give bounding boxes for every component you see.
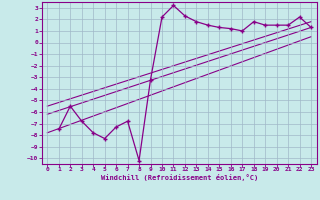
X-axis label: Windchill (Refroidissement éolien,°C): Windchill (Refroidissement éolien,°C) <box>100 174 258 181</box>
